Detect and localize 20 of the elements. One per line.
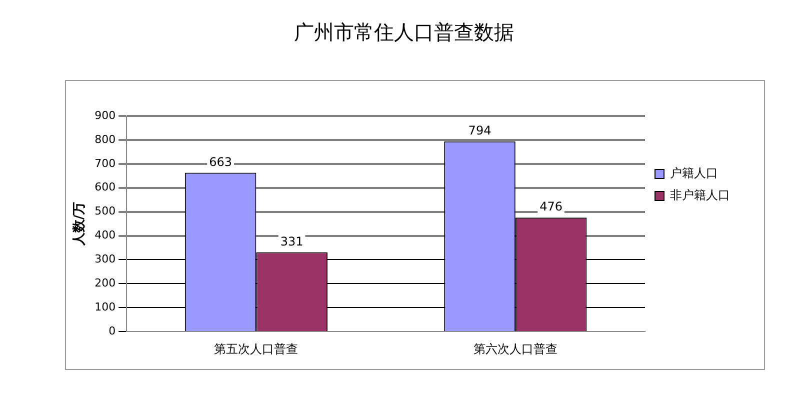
chart-title: 广州市常住人口普查数据 [294, 20, 514, 44]
y-tick-label: 400 [94, 228, 116, 242]
y-tick-label: 200 [94, 276, 116, 290]
y-tick-label: 0 [108, 324, 116, 338]
x-tick-label: 第五次人口普查 [214, 342, 298, 356]
x-tick-label: 第六次人口普查 [473, 342, 558, 356]
y-tick-label: 100 [94, 300, 116, 314]
y-tick-label: 900 [94, 108, 116, 122]
data-label: 476 [540, 200, 562, 214]
y-axis-title: 人数/万 [72, 202, 88, 247]
y-tick-label: 600 [94, 180, 116, 194]
y-tick-label: 300 [94, 252, 116, 266]
data-label: 794 [468, 124, 492, 138]
legend-label: 户籍人口 [670, 166, 718, 180]
y-tick-label: 500 [94, 204, 116, 218]
y-tick-label: 700 [94, 156, 116, 170]
data-label: 331 [280, 234, 304, 248]
data-label: 663 [209, 154, 232, 169]
y-tick-label: 800 [94, 132, 116, 146]
legend-label: 非户籍人口 [670, 188, 730, 202]
